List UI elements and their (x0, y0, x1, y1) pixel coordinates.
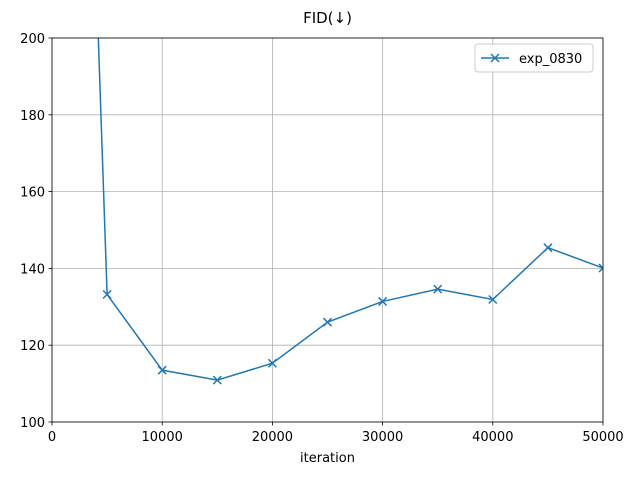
y-tick-label: 160 (20, 186, 45, 201)
ticks: 0 10000 20000 30000 40000 50000 100 120 140 160 18… (20, 32, 624, 445)
marker (322, 317, 333, 327)
marker (157, 365, 167, 375)
marker (212, 375, 222, 385)
x-tick-label: 0 (48, 430, 56, 445)
chart-title: FID(↓) (303, 9, 352, 27)
x-tick-label: 10000 (142, 430, 183, 445)
marker (433, 284, 443, 294)
legend: exp_0830 (474, 43, 594, 73)
y-tick-label: 200 (20, 32, 45, 47)
y-tick-label: 180 (20, 109, 45, 124)
marker (543, 243, 553, 253)
marker (490, 53, 500, 63)
marker (267, 358, 277, 368)
marker (488, 294, 498, 305)
y-tick-label: 100 (20, 416, 45, 431)
legend-box (474, 43, 594, 73)
marker (378, 296, 388, 306)
plot-area (97, 38, 603, 385)
y-tick-label: 140 (20, 262, 45, 277)
legend-label: exp_0830 (519, 52, 582, 67)
marker (598, 263, 603, 273)
x-tick-label: 40000 (472, 430, 513, 445)
y-tick-label: 120 (20, 339, 45, 354)
axes-frame (51, 37, 604, 423)
marker (102, 289, 112, 300)
x-axis-label: iteration (300, 451, 355, 466)
x-tick-label: 30000 (362, 430, 403, 445)
x-tick-label: 50000 (582, 430, 623, 445)
x-tick-label: 20000 (252, 430, 293, 445)
